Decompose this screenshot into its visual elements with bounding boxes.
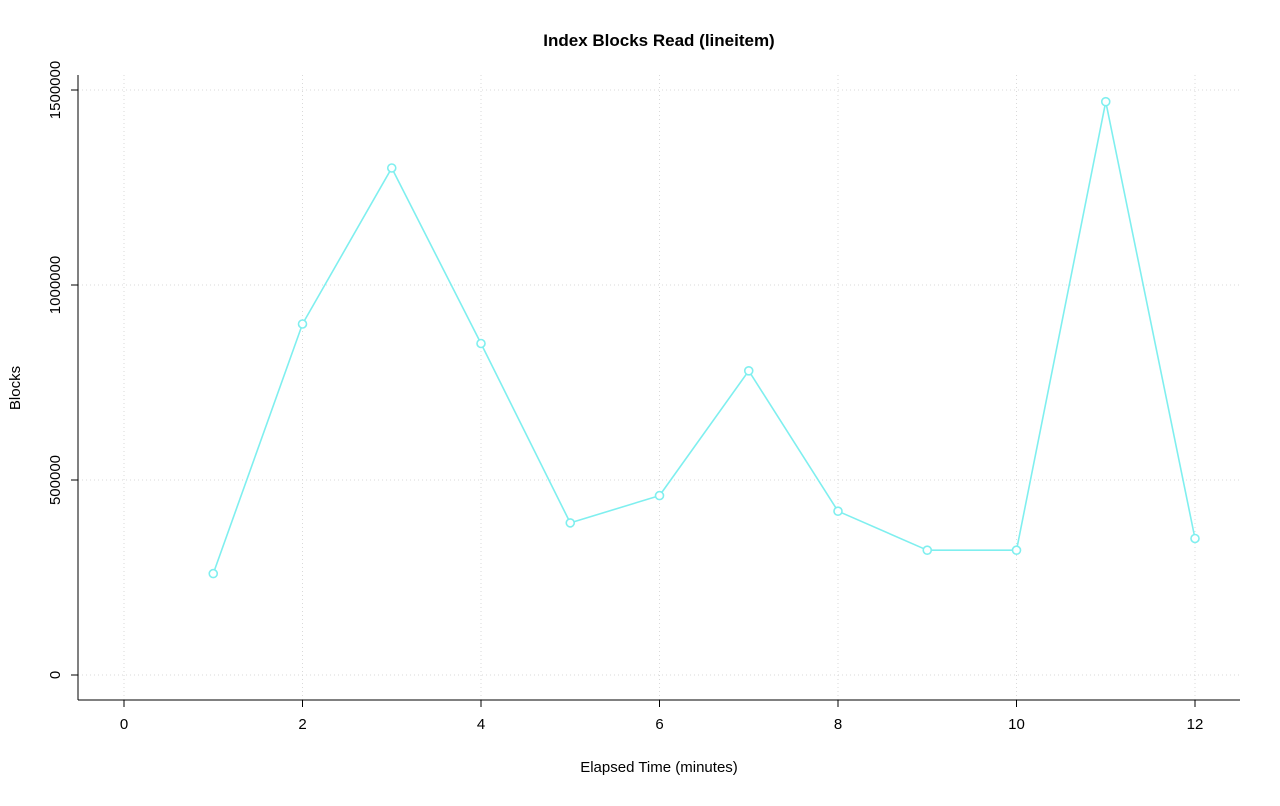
- data-point: [922, 545, 933, 556]
- x-tick-label: 2: [298, 716, 306, 733]
- chart-title: Index Blocks Read (lineitem): [543, 31, 774, 50]
- x-tick-label: 8: [834, 716, 842, 733]
- data-point: [565, 518, 576, 528]
- data-point: [386, 163, 397, 173]
- x-tick-label: 0: [120, 716, 128, 733]
- data-point: [208, 568, 219, 579]
- data-series: [208, 96, 1200, 579]
- x-axis-label: Elapsed Time (minutes): [580, 759, 738, 776]
- y-tick-label: 1500000: [47, 61, 64, 119]
- data-point: [476, 338, 486, 349]
- axis-layer: 0 2 4 6 8 10 12 0 500000 1000000 1500000: [47, 61, 1240, 733]
- data-point: [297, 319, 308, 329]
- x-tick-label: 10: [1008, 716, 1025, 733]
- x-tick-label: 4: [477, 716, 485, 733]
- x-tick-label: 12: [1187, 716, 1204, 733]
- y-tick-label: 1000000: [47, 256, 64, 314]
- grid-layer: [78, 75, 1240, 700]
- data-point: [743, 365, 754, 376]
- y-tick-label: 500000: [47, 455, 64, 505]
- y-axis-label: Blocks: [7, 366, 24, 410]
- data-point: [1100, 96, 1111, 107]
- data-point: [1190, 533, 1200, 544]
- data-point: [1011, 545, 1022, 556]
- y-tick-label: 0: [47, 671, 64, 679]
- data-point: [654, 490, 665, 501]
- series-line: [212, 100, 1196, 575]
- x-tick-label: 6: [655, 716, 663, 733]
- data-point: [833, 506, 843, 517]
